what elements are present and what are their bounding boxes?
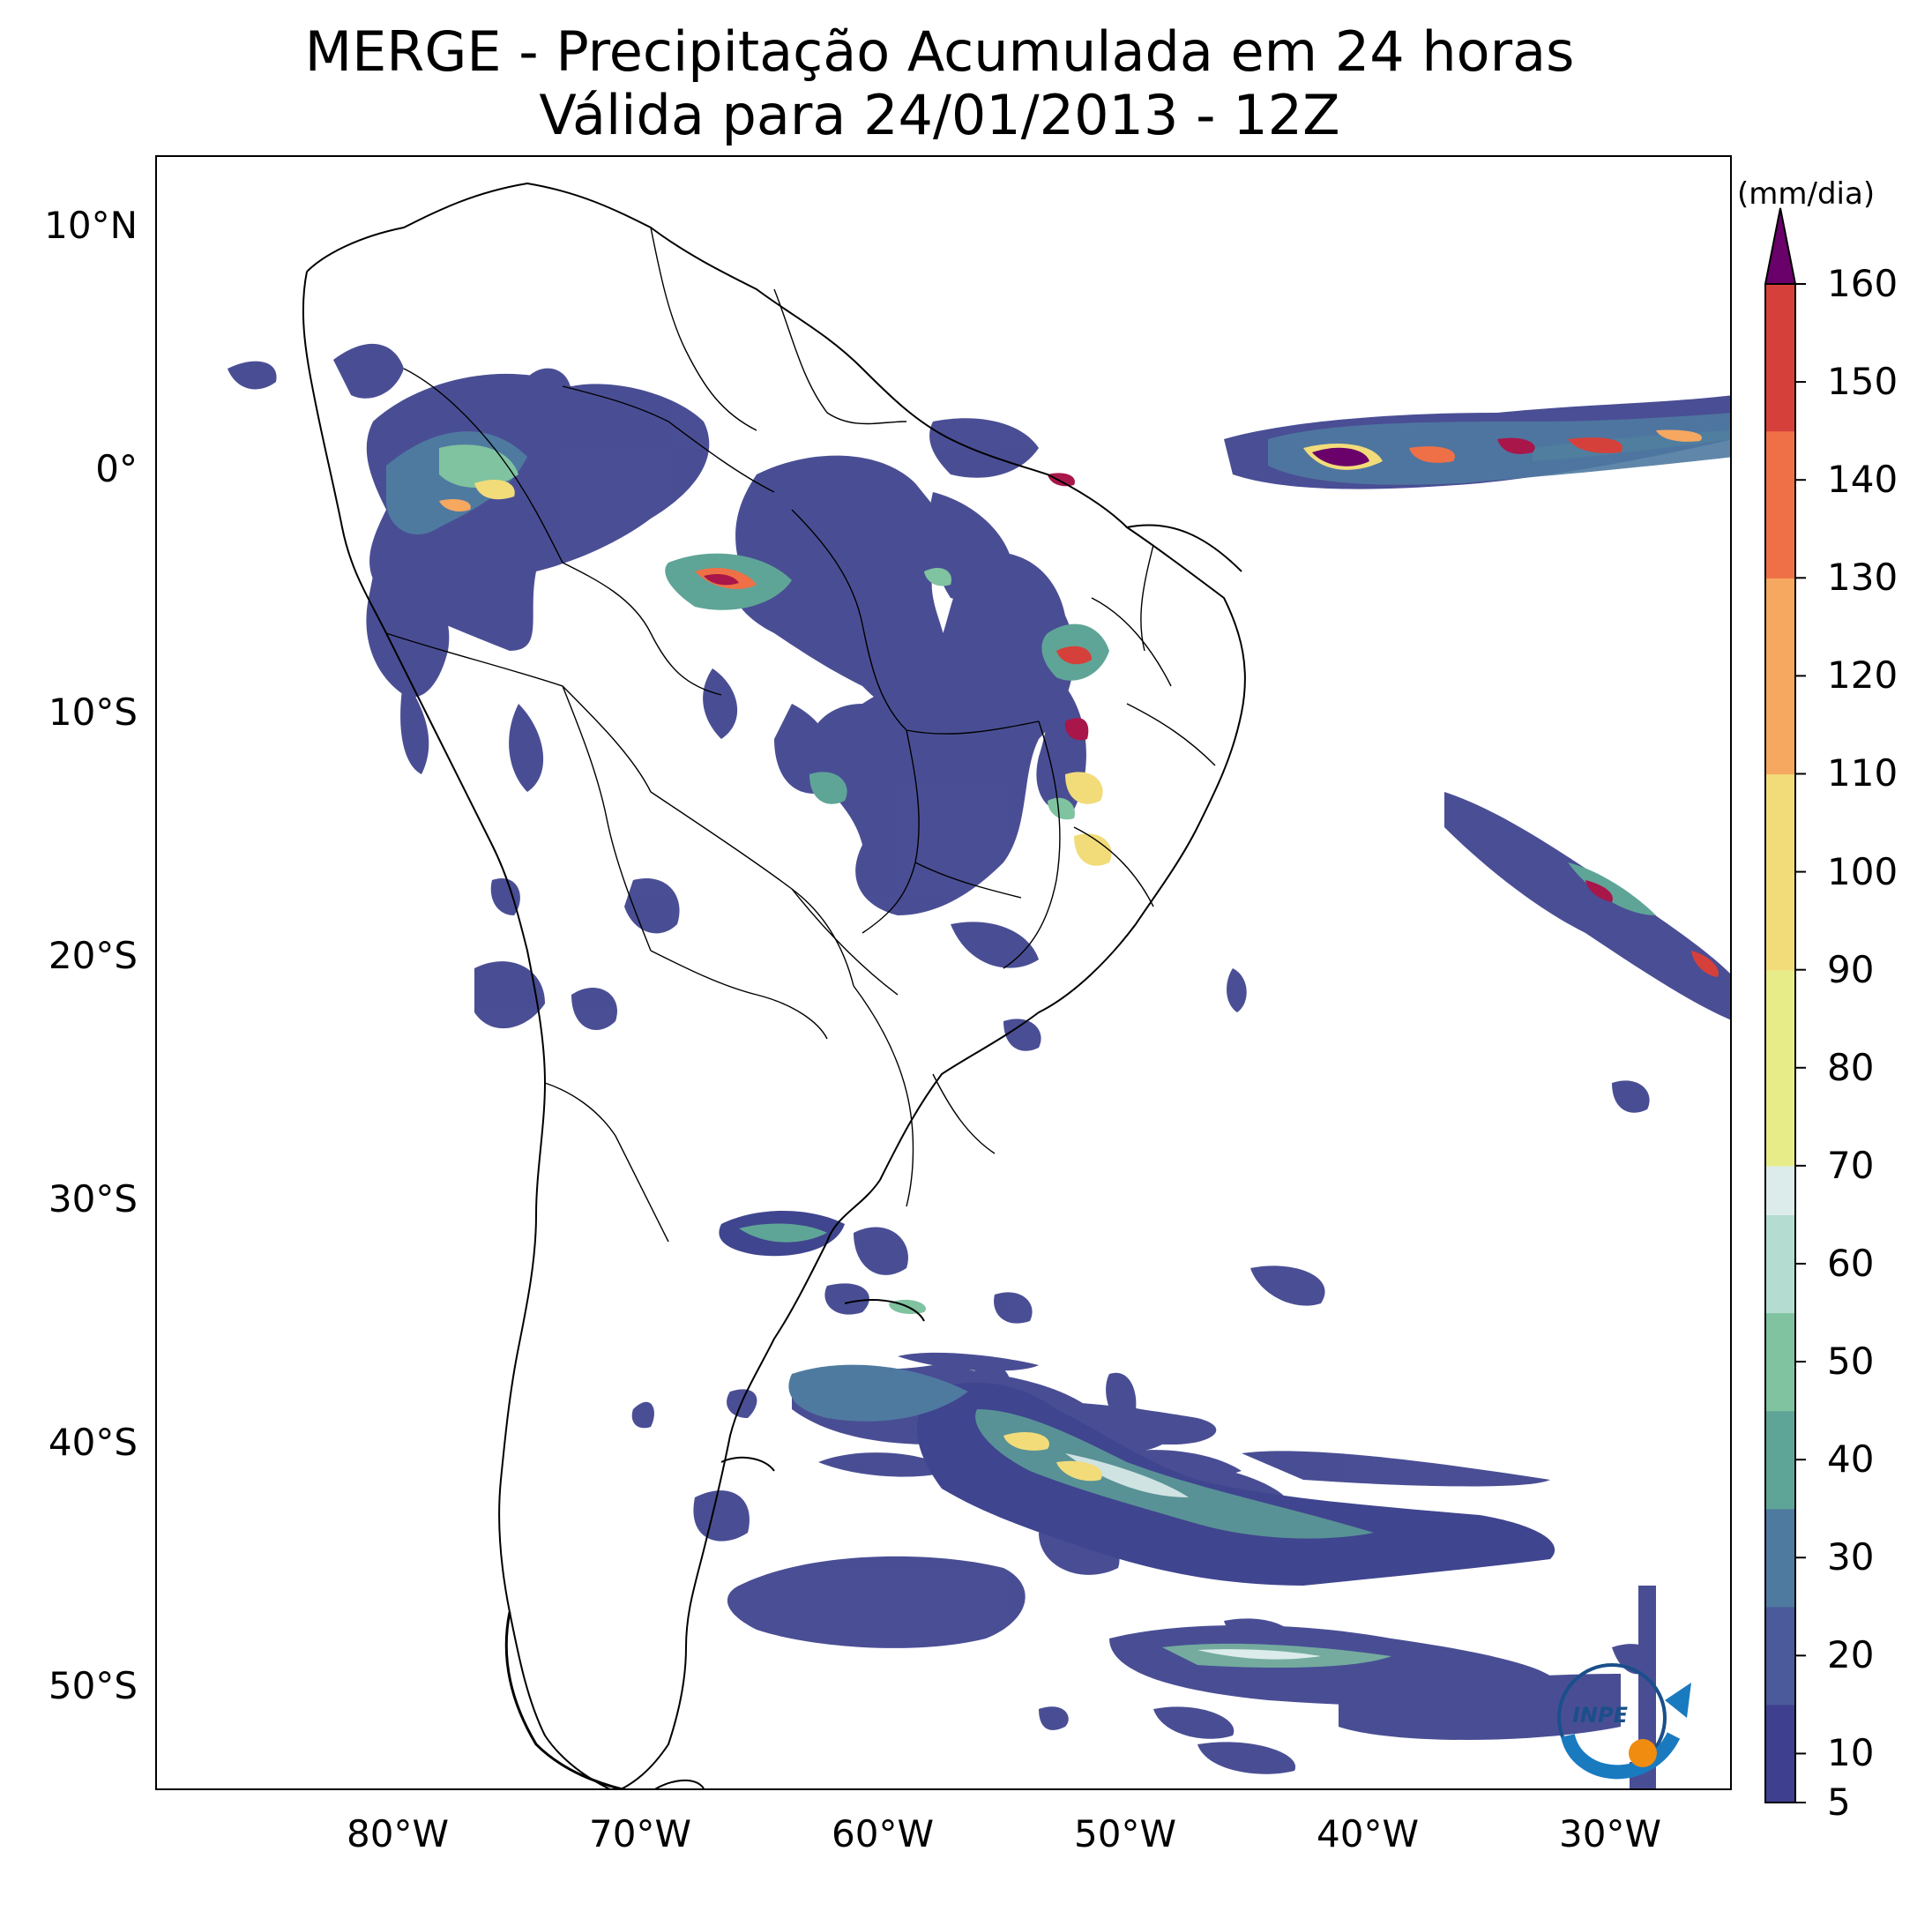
colorbar-segment bbox=[1765, 284, 1795, 334]
lat-label-10n: 10°N bbox=[44, 204, 138, 247]
colorbar-tick-label: 130 bbox=[1827, 556, 1898, 600]
colorbar-segment bbox=[1765, 1362, 1795, 1412]
colorbar-tick-label: 90 bbox=[1827, 947, 1875, 991]
map-title: MERGE - Precipitação Acumulada em 24 hor… bbox=[304, 19, 1575, 84]
colorbar-segment bbox=[1765, 871, 1795, 922]
colorbar-tick-label: 60 bbox=[1827, 1241, 1875, 1285]
inpe-logo: INPE bbox=[1557, 1663, 1691, 1780]
logo-text: INPE bbox=[1572, 1703, 1629, 1728]
colorbar-segment bbox=[1765, 1312, 1795, 1362]
colorbar-extend-arrow bbox=[1764, 207, 1797, 285]
colorbar-segment bbox=[1765, 1214, 1795, 1265]
lon-label-80w: 80°W bbox=[347, 1812, 449, 1855]
colorbar-segment bbox=[1765, 430, 1795, 481]
colorbar-segment bbox=[1765, 1165, 1795, 1216]
lat-label-10s: 10°S bbox=[48, 690, 138, 734]
colorbar-segment bbox=[1765, 528, 1795, 579]
colorbar-segment bbox=[1765, 480, 1795, 530]
lat-label-30s: 30°S bbox=[48, 1177, 138, 1221]
colorbar-segment bbox=[1765, 1263, 1795, 1314]
colorbar-tick-label: 40 bbox=[1827, 1437, 1875, 1482]
colorbar-segment bbox=[1765, 773, 1795, 824]
colorbar-segment bbox=[1765, 969, 1795, 1019]
precip-field-itcz bbox=[1048, 413, 1730, 977]
coastlines bbox=[302, 182, 1246, 1788]
colorbar-segment bbox=[1765, 823, 1795, 873]
map-subtitle: Válida para 24/01/2013 - 12Z bbox=[539, 83, 1340, 147]
colorbar-segment bbox=[1765, 332, 1795, 383]
lon-label-70w: 70°W bbox=[589, 1812, 691, 1855]
colorbar-segment bbox=[1765, 676, 1795, 726]
lat-label-0: 0° bbox=[95, 447, 138, 490]
colorbar-segment bbox=[1765, 1655, 1795, 1706]
colorbar-segment bbox=[1765, 921, 1795, 971]
colorbar-segment bbox=[1765, 626, 1795, 676]
colorbar-tick-label: 5 bbox=[1827, 1780, 1851, 1824]
colorbar-segment bbox=[1765, 578, 1795, 628]
lon-label-60w: 60°W bbox=[832, 1812, 934, 1855]
colorbar-segment bbox=[1765, 724, 1795, 775]
lon-label-50w: 50°W bbox=[1074, 1812, 1176, 1855]
colorbar-tick-label: 140 bbox=[1827, 458, 1898, 502]
colorbar-segment bbox=[1765, 382, 1795, 432]
lat-label-20s: 20°S bbox=[48, 934, 138, 977]
colorbar-segment bbox=[1765, 1704, 1795, 1755]
colorbar-units: (mm/dia) bbox=[1737, 176, 1876, 212]
country-borders bbox=[385, 227, 1216, 1243]
colorbar-tick-label: 150 bbox=[1827, 360, 1898, 404]
colorbar-segment bbox=[1765, 1606, 1795, 1656]
precip-field-mid bbox=[719, 1211, 1555, 1668]
colorbar-outline bbox=[1764, 283, 1796, 1803]
colorbar-segment bbox=[1765, 1116, 1795, 1167]
colorbar-tick-label: 20 bbox=[1827, 1633, 1875, 1677]
map-frame: INPE bbox=[155, 155, 1732, 1790]
colorbar-segment bbox=[1765, 1508, 1795, 1558]
lon-label-30w: 30°W bbox=[1559, 1812, 1661, 1855]
colorbar-segment bbox=[1765, 1753, 1795, 1803]
colorbar-tick-label: 110 bbox=[1827, 751, 1898, 795]
precip-field-amazon bbox=[386, 430, 1730, 866]
colorbar-segment bbox=[1765, 1067, 1795, 1117]
lat-label-40s: 40°S bbox=[48, 1421, 138, 1464]
colorbar-tick-label: 30 bbox=[1827, 1535, 1875, 1579]
colorbar-tick-label: 50 bbox=[1827, 1340, 1875, 1384]
precipitation-map: INPE bbox=[228, 182, 1730, 1788]
lat-label-50s: 50°S bbox=[48, 1664, 138, 1707]
colorbar-tick-label: 120 bbox=[1827, 653, 1898, 698]
colorbar-tick-label: 10 bbox=[1827, 1731, 1875, 1775]
colorbar-tick-label: 80 bbox=[1827, 1045, 1875, 1089]
colorbar-tick-label: 160 bbox=[1827, 262, 1898, 305]
colorbar-tick-label: 100 bbox=[1827, 849, 1898, 893]
colorbar-segment bbox=[1765, 1459, 1795, 1510]
lon-label-40w: 40°W bbox=[1317, 1812, 1419, 1855]
precip-field-low bbox=[228, 343, 1730, 1788]
colorbar-segment bbox=[1765, 1410, 1795, 1460]
colorbar-segment bbox=[1765, 1557, 1795, 1608]
colorbar-segment bbox=[1765, 1019, 1795, 1069]
colorbar-tick-label: 70 bbox=[1827, 1143, 1875, 1187]
